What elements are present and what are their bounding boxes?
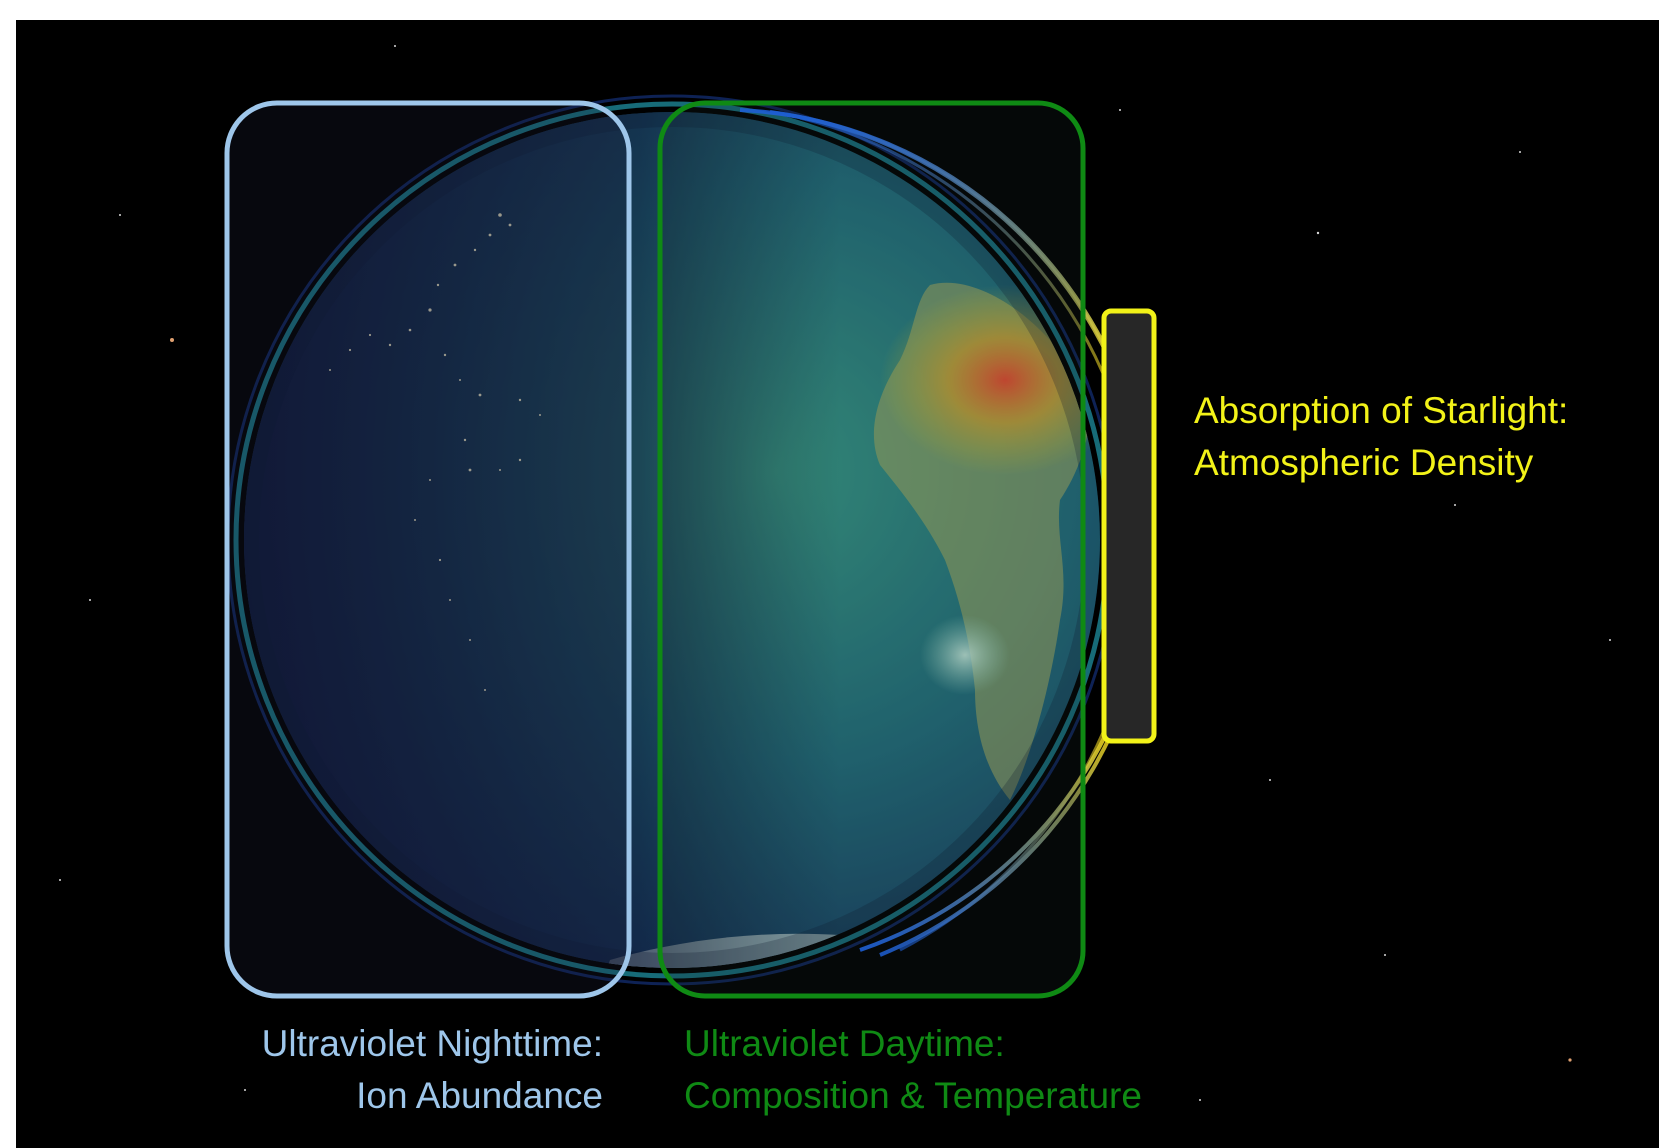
daytime-label-line1: Ultraviolet Daytime: [684, 1023, 1005, 1064]
star-field [59, 45, 1611, 1101]
starlight-label: Absorption of Starlight: Atmospheric Den… [1194, 385, 1568, 489]
daytime-label: Ultraviolet Daytime: Composition & Tempe… [684, 1018, 1142, 1122]
nighttime-label-line2: Ion Abundance [356, 1075, 603, 1116]
nighttime-label-line1: Ultraviolet Nighttime: [261, 1023, 603, 1064]
daytime-label-line2: Composition & Temperature [684, 1075, 1142, 1116]
starlight-label-line1: Absorption of Starlight: [1194, 390, 1569, 431]
earth-globe [244, 112, 1100, 968]
nighttime-region-box [224, 100, 632, 999]
starlight-label-line2: Atmospheric Density [1194, 442, 1534, 483]
nighttime-label: Ultraviolet Nighttime: Ion Abundance [262, 1018, 603, 1122]
city-lights [329, 213, 541, 691]
starlight-region-box [1101, 308, 1157, 744]
daytime-region-box [657, 100, 1086, 999]
